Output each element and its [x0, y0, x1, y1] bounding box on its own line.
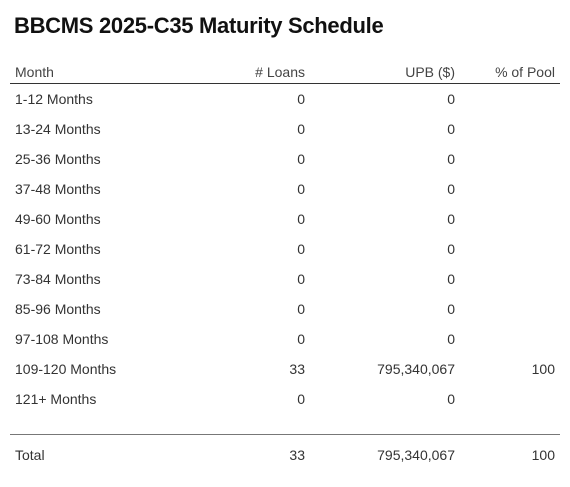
column-header-month: Month	[10, 61, 210, 84]
row-month: 1-12 Months	[15, 91, 93, 107]
row-loans: 0	[297, 211, 305, 227]
row-pool	[460, 144, 560, 174]
row-loans: 0	[297, 151, 305, 167]
row-month: 109-120 Months	[15, 361, 117, 377]
table-row: 13-24 Months 0 0	[10, 114, 560, 144]
table-row: 25-36 Months 0 0	[10, 144, 560, 174]
row-upb: 0	[447, 301, 455, 317]
row-loans: 0	[297, 181, 305, 197]
row-loans: 0	[297, 331, 305, 347]
row-pool	[460, 114, 560, 144]
row-month: 49-60 Months	[15, 211, 101, 227]
row-month: 37-48 Months	[15, 181, 101, 197]
column-header-pool: % of Pool	[460, 61, 560, 84]
table-row: 73-84 Months 0 0	[10, 264, 560, 294]
row-upb: 0	[447, 271, 455, 287]
divider-cell	[10, 414, 560, 435]
row-upb: 0	[447, 211, 455, 227]
total-label: Total	[15, 447, 45, 463]
table-row: 1-12 Months 0 0	[10, 84, 560, 115]
table-row: 97-108 Months 0 0	[10, 324, 560, 354]
row-pool	[460, 234, 560, 264]
row-pool	[460, 294, 560, 324]
row-month: 85-96 Months	[15, 301, 101, 317]
row-month: 13-24 Months	[15, 121, 101, 137]
row-month: 61-72 Months	[15, 241, 101, 257]
row-loans: 0	[297, 241, 305, 257]
row-upb: 0	[447, 121, 455, 137]
row-loans: 0	[297, 301, 305, 317]
total-pool: 100	[531, 447, 555, 463]
row-pool	[460, 324, 560, 354]
row-upb: 0	[447, 241, 455, 257]
row-month: 73-84 Months	[15, 271, 101, 287]
row-loans: 0	[297, 121, 305, 137]
page-title: BBCMS 2025-C35 Maturity Schedule	[14, 13, 384, 38]
header-row: Month # Loans UPB ($) % of Pool	[10, 61, 560, 84]
row-upb: 0	[447, 181, 455, 197]
row-upb: 795,340,067	[377, 361, 455, 377]
table-row: 121+ Months 0 0	[10, 384, 560, 414]
table-row: 61-72 Months 0 0	[10, 234, 560, 264]
row-upb: 0	[447, 151, 455, 167]
total-divider	[10, 414, 560, 435]
row-pool	[460, 204, 560, 234]
table-row: 85-96 Months 0 0	[10, 294, 560, 324]
row-pool: 100	[531, 361, 555, 377]
table-row: 37-48 Months 0 0	[10, 174, 560, 204]
total-upb: 795,340,067	[377, 447, 455, 463]
column-header-loans: # Loans	[210, 61, 310, 84]
row-pool	[460, 384, 560, 414]
row-pool	[460, 84, 560, 115]
table-row: 109-120 Months 33 795,340,067 100	[10, 354, 560, 384]
row-pool	[460, 174, 560, 204]
row-month: 25-36 Months	[15, 151, 101, 167]
row-upb: 0	[447, 91, 455, 107]
maturity-schedule-table: Month # Loans UPB ($) % of Pool 1-12 Mon…	[10, 61, 560, 475]
row-month: 97-108 Months	[15, 331, 109, 347]
row-pool	[460, 264, 560, 294]
row-loans: 0	[297, 271, 305, 287]
row-upb: 0	[447, 391, 455, 407]
row-loans: 0	[297, 391, 305, 407]
total-row: Total 33 795,340,067 100	[10, 435, 560, 476]
row-upb: 0	[447, 331, 455, 347]
row-loans: 33	[289, 361, 305, 377]
table-row: 49-60 Months 0 0	[10, 204, 560, 234]
total-loans: 33	[289, 447, 305, 463]
row-loans: 0	[297, 91, 305, 107]
row-month: 121+ Months	[15, 391, 97, 407]
column-header-upb: UPB ($)	[310, 61, 460, 84]
